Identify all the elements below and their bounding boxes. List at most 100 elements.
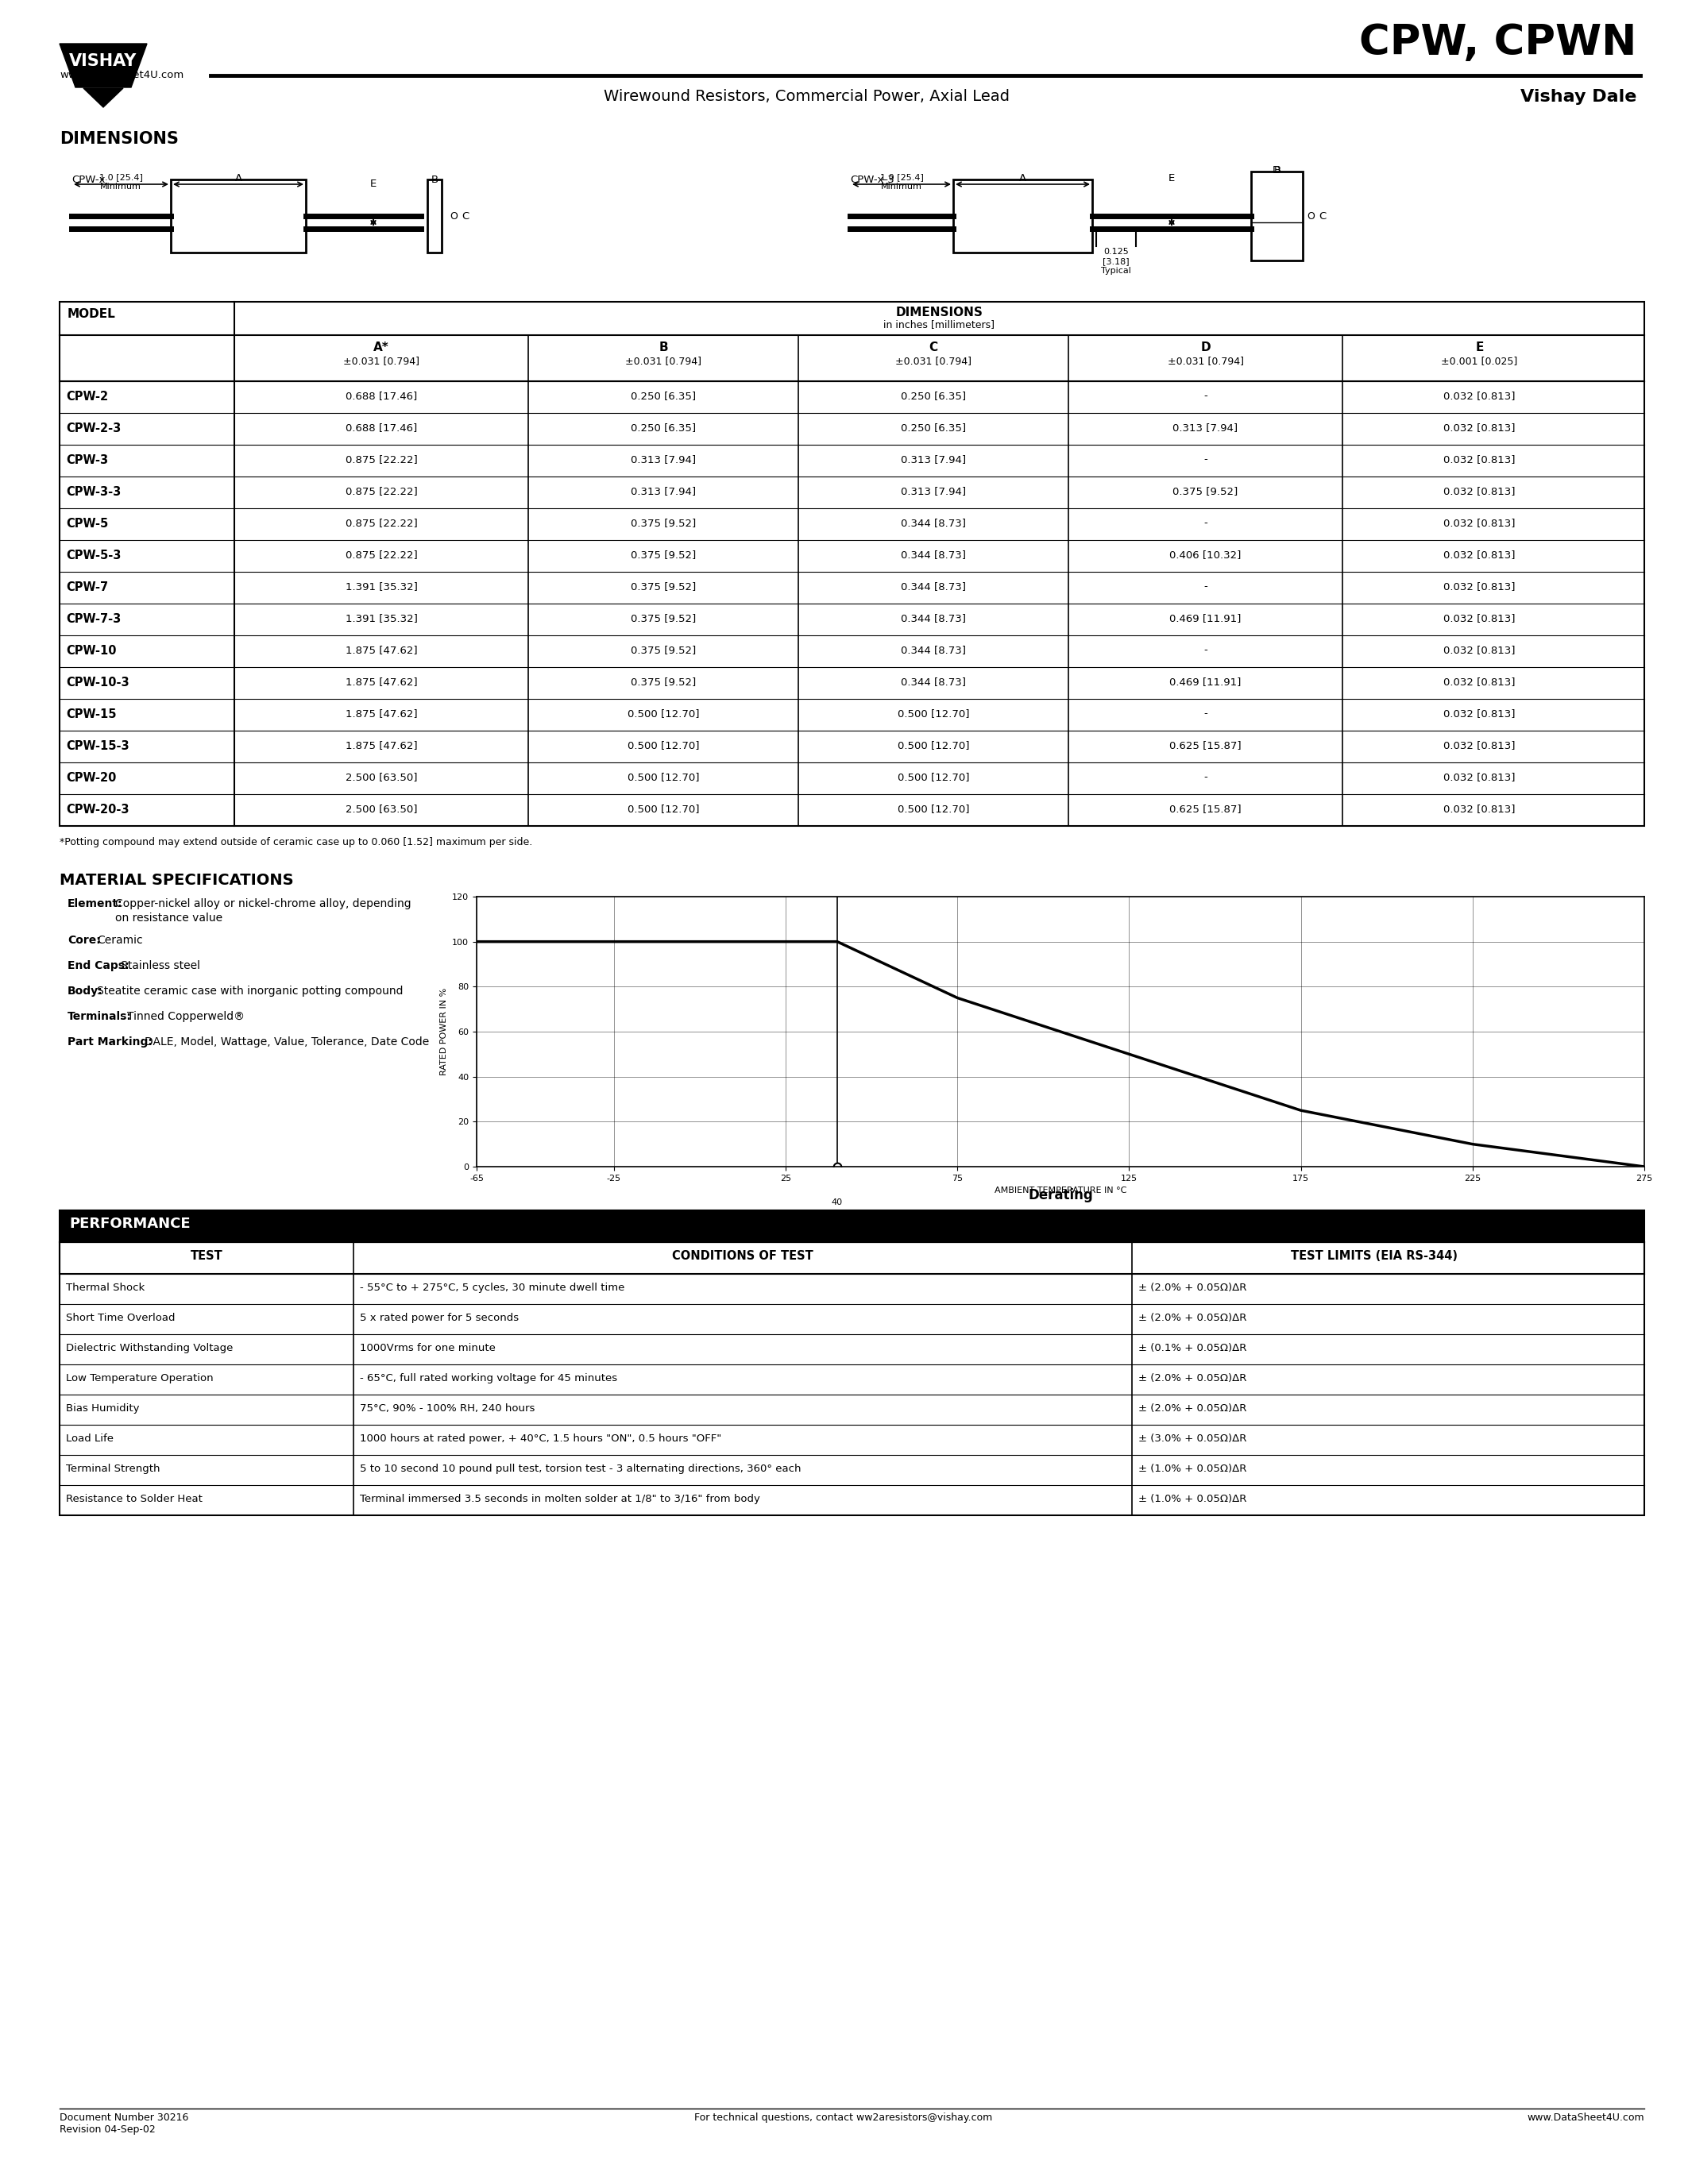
Text: 0.469 [11.91]: 0.469 [11.91] <box>1170 677 1241 688</box>
Text: 0.500 [12.70]: 0.500 [12.70] <box>628 740 699 751</box>
Text: -: - <box>1204 644 1207 655</box>
Text: 0.032 [0.813]: 0.032 [0.813] <box>1443 422 1516 432</box>
Text: 0.032 [0.813]: 0.032 [0.813] <box>1443 708 1516 719</box>
Text: Terminal Strength: Terminal Strength <box>66 1463 160 1474</box>
Text: O: O <box>449 212 457 221</box>
Text: 0.375 [9.52]: 0.375 [9.52] <box>631 550 695 559</box>
Text: 0.406 [10.32]: 0.406 [10.32] <box>1170 550 1241 559</box>
Text: DALE, Model, Wattage, Value, Tolerance, Date Code: DALE, Model, Wattage, Value, Tolerance, … <box>145 1037 429 1048</box>
Text: Ceramic: Ceramic <box>98 935 143 946</box>
Text: 0.125: 0.125 <box>1104 247 1129 256</box>
Text: CPW-2: CPW-2 <box>66 391 108 402</box>
Text: 5 to 10 second 10 pound pull test, torsion test - 3 alternating directions, 360°: 5 to 10 second 10 pound pull test, torsi… <box>360 1463 802 1474</box>
Text: ± (1.0% + 0.05Ω)ΔR: ± (1.0% + 0.05Ω)ΔR <box>1138 1494 1247 1505</box>
Text: CPW-5-3: CPW-5-3 <box>66 550 122 561</box>
Bar <box>954 179 1092 253</box>
Y-axis label: RATED POWER IN %: RATED POWER IN % <box>441 987 447 1075</box>
Text: -: - <box>1204 771 1207 782</box>
Text: CONDITIONS OF TEST: CONDITIONS OF TEST <box>672 1249 814 1262</box>
Text: Minimum: Minimum <box>881 183 922 190</box>
Text: CPW-7-3: CPW-7-3 <box>66 614 122 625</box>
Text: Thermal Shock: Thermal Shock <box>66 1282 145 1293</box>
Text: Derating: Derating <box>1028 1188 1092 1203</box>
Text: Element:: Element: <box>68 898 123 909</box>
Text: 0.344 [8.73]: 0.344 [8.73] <box>901 614 966 622</box>
Text: Copper-nickel alloy or nickel-chrome alloy, depending: Copper-nickel alloy or nickel-chrome all… <box>115 898 412 909</box>
Text: -: - <box>1204 518 1207 529</box>
Text: 0.313 [7.94]: 0.313 [7.94] <box>631 454 695 465</box>
Bar <box>59 301 1644 826</box>
Text: ± (3.0% + 0.05Ω)ΔR: ± (3.0% + 0.05Ω)ΔR <box>1138 1433 1247 1444</box>
Text: 1.0 [25.4]: 1.0 [25.4] <box>879 173 923 181</box>
Text: Core:: Core: <box>68 935 101 946</box>
Text: 1.875 [47.62]: 1.875 [47.62] <box>346 644 417 655</box>
Text: Steatite ceramic case with inorganic potting compound: Steatite ceramic case with inorganic pot… <box>98 985 403 996</box>
Text: 0.313 [7.94]: 0.313 [7.94] <box>901 487 966 496</box>
Text: MATERIAL SPECIFICATIONS: MATERIAL SPECIFICATIONS <box>59 874 294 889</box>
Text: 0.625 [15.87]: 0.625 [15.87] <box>1170 804 1241 815</box>
Text: CPW-15-3: CPW-15-3 <box>66 740 130 751</box>
Bar <box>170 179 306 253</box>
Text: 1000Vrms for one minute: 1000Vrms for one minute <box>360 1343 496 1354</box>
Text: E: E <box>370 179 376 190</box>
Text: 0.500 [12.70]: 0.500 [12.70] <box>898 804 969 815</box>
Text: CPW-5: CPW-5 <box>66 518 108 531</box>
Text: For technical questions, contact ww2aresistors@vishay.com: For technical questions, contact ww2ares… <box>694 2112 993 2123</box>
Text: ± (2.0% + 0.05Ω)ΔR: ± (2.0% + 0.05Ω)ΔR <box>1138 1313 1247 1324</box>
Text: D: D <box>1273 166 1281 175</box>
Text: CPW-7: CPW-7 <box>66 581 108 594</box>
Text: 0.688 [17.46]: 0.688 [17.46] <box>346 422 417 432</box>
Text: VISHAY: VISHAY <box>69 52 137 70</box>
Text: 0.032 [0.813]: 0.032 [0.813] <box>1443 581 1516 592</box>
Text: Load Life: Load Life <box>66 1433 113 1444</box>
Text: 1.875 [47.62]: 1.875 [47.62] <box>346 740 417 751</box>
Text: CPW-3-3: CPW-3-3 <box>66 487 122 498</box>
Text: Document Number 30216
Revision 04-Sep-02: Document Number 30216 Revision 04-Sep-02 <box>59 2112 189 2134</box>
Text: Low Temperature Operation: Low Temperature Operation <box>66 1374 213 1382</box>
Text: B: B <box>430 175 439 186</box>
Text: CPW-15: CPW-15 <box>66 708 116 721</box>
Text: 0.875 [22.22]: 0.875 [22.22] <box>346 454 417 465</box>
Text: Dielectric Withstanding Voltage: Dielectric Withstanding Voltage <box>66 1343 233 1354</box>
Text: Body:: Body: <box>68 985 103 996</box>
Text: E: E <box>1168 173 1175 183</box>
Bar <box>59 1210 1644 1243</box>
Text: Tinned Copperweld®: Tinned Copperweld® <box>127 1011 245 1022</box>
Text: 0.032 [0.813]: 0.032 [0.813] <box>1443 518 1516 529</box>
Text: ± (1.0% + 0.05Ω)ΔR: ± (1.0% + 0.05Ω)ΔR <box>1138 1463 1247 1474</box>
Text: ±0.031 [0.794]: ±0.031 [0.794] <box>1168 356 1244 367</box>
Text: 1.391 [35.32]: 1.391 [35.32] <box>346 581 417 592</box>
Text: -: - <box>1204 391 1207 402</box>
Text: A: A <box>235 173 241 183</box>
Text: CPW-x: CPW-x <box>71 175 105 186</box>
Text: Terminals:: Terminals: <box>68 1011 132 1022</box>
Text: ±0.031 [0.794]: ±0.031 [0.794] <box>343 356 419 367</box>
Text: 0.032 [0.813]: 0.032 [0.813] <box>1443 391 1516 402</box>
Text: 0.500 [12.70]: 0.500 [12.70] <box>628 771 699 782</box>
Text: D: D <box>1200 341 1210 354</box>
Text: 0.250 [6.35]: 0.250 [6.35] <box>631 422 695 432</box>
Text: 0.375 [9.52]: 0.375 [9.52] <box>631 518 695 529</box>
Text: www.DataSheet4U.com: www.DataSheet4U.com <box>59 70 184 81</box>
Text: 0.375 [9.52]: 0.375 [9.52] <box>631 677 695 688</box>
Text: ±0.031 [0.794]: ±0.031 [0.794] <box>625 356 702 367</box>
Text: CPW-2-3: CPW-2-3 <box>66 422 122 435</box>
Text: 1.875 [47.62]: 1.875 [47.62] <box>346 708 417 719</box>
Text: CPW, CPWN: CPW, CPWN <box>1359 22 1636 63</box>
Text: A: A <box>1020 173 1026 183</box>
X-axis label: AMBIENT TEMPERATURE IN °C: AMBIENT TEMPERATURE IN °C <box>994 1186 1126 1195</box>
Text: -: - <box>1204 454 1207 465</box>
Text: 1.0 [25.4]: 1.0 [25.4] <box>100 173 142 181</box>
Text: 0.032 [0.813]: 0.032 [0.813] <box>1443 804 1516 815</box>
Text: 1.391 [35.32]: 1.391 [35.32] <box>346 614 417 622</box>
Text: 0.032 [0.813]: 0.032 [0.813] <box>1443 454 1516 465</box>
Text: CPW-20-3: CPW-20-3 <box>66 804 128 815</box>
Text: 0.500 [12.70]: 0.500 [12.70] <box>898 708 969 719</box>
Text: C: C <box>1318 212 1327 221</box>
Text: 0.625 [15.87]: 0.625 [15.87] <box>1170 740 1241 751</box>
Text: 0.032 [0.813]: 0.032 [0.813] <box>1443 550 1516 559</box>
Text: - 55°C to + 275°C, 5 cycles, 30 minute dwell time: - 55°C to + 275°C, 5 cycles, 30 minute d… <box>360 1282 625 1293</box>
Text: 0.375 [9.52]: 0.375 [9.52] <box>631 644 695 655</box>
Text: 0.500 [12.70]: 0.500 [12.70] <box>898 740 969 751</box>
Text: 0.250 [6.35]: 0.250 [6.35] <box>901 391 966 402</box>
